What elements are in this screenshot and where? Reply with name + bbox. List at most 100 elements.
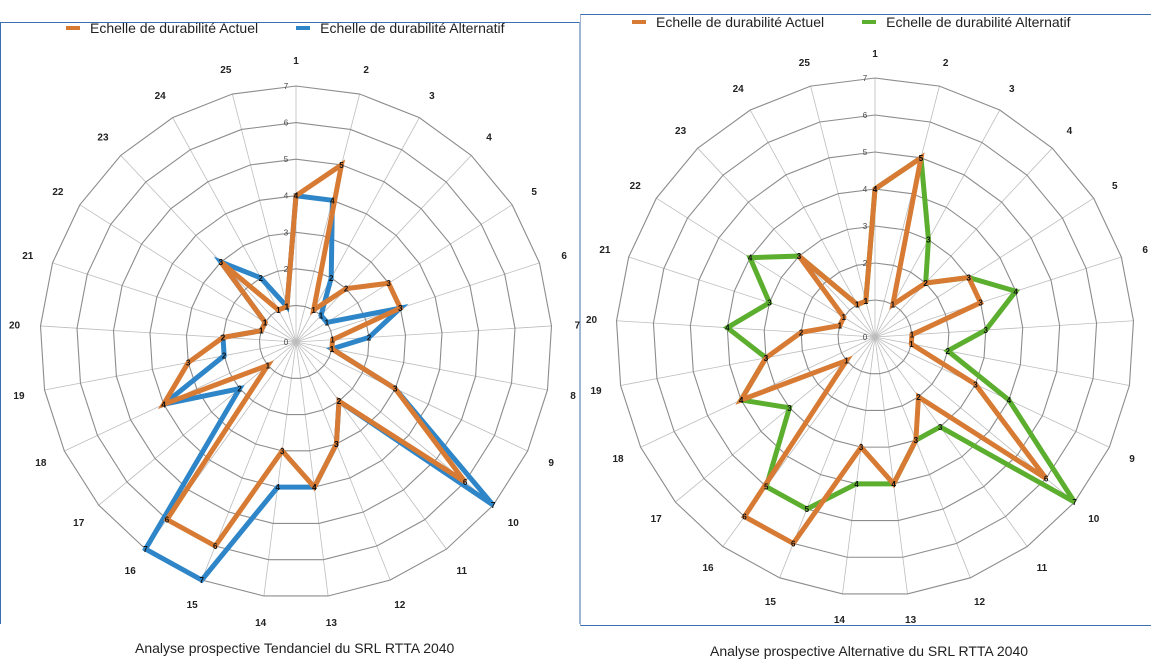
radar-axis-label: 25: [220, 65, 232, 76]
data-point-label: 3: [914, 436, 919, 445]
data-point-label: 1: [311, 306, 316, 315]
radar-tick-label: 7: [284, 82, 289, 91]
radar-axis-label: 7: [575, 320, 581, 331]
legend-label-actuel: Echelle de durabilité Actuel: [656, 14, 825, 30]
legend-item-alternatif: Echelle de durabilité Alternatif: [862, 14, 1071, 30]
radar-spoke: [263, 341, 297, 597]
chart-legend: Echelle de durabilité Actuel Echelle de …: [632, 14, 1071, 30]
radar-spoke: [874, 197, 1094, 338]
data-point-label: 7: [1072, 498, 1077, 507]
radar-axis-label: 12: [974, 597, 986, 608]
radar-axis-label: 17: [73, 518, 85, 529]
data-point-label: 6: [463, 478, 468, 487]
data-point-label: 5: [764, 483, 769, 492]
data-point-label: 2: [221, 333, 226, 342]
data-point-label: 2: [337, 397, 342, 406]
data-point-label: 7: [491, 501, 496, 510]
radar-spoke: [874, 336, 971, 578]
data-point-label: 3: [984, 326, 989, 335]
radar-spoke: [874, 256, 1122, 338]
legend-label-alternatif: Echelle de durabilité Alternatif: [886, 14, 1071, 30]
radar-axis-label: 9: [1129, 454, 1135, 465]
radar-gridline: [800, 262, 950, 411]
radar-axis-label: 16: [125, 566, 137, 577]
data-point-label: 2: [329, 274, 334, 283]
radar-spoke: [874, 147, 1053, 338]
radar-axis-label: 4: [1067, 126, 1073, 137]
data-point-label: 5: [339, 161, 344, 170]
data-point-label: 1: [259, 327, 264, 336]
data-point-label: 3: [334, 440, 339, 449]
data-point-label: 4: [312, 483, 317, 492]
data-point-label: 3: [797, 252, 802, 261]
data-point-label: 2: [945, 347, 950, 356]
radar-tick-label: 5: [284, 155, 289, 164]
data-point-label: 4: [294, 192, 299, 201]
radar-tick-label: 2: [284, 265, 289, 274]
data-point-label: 3: [186, 359, 191, 368]
radar-axis-label: 5: [1112, 181, 1118, 192]
data-point-label: 1: [325, 318, 330, 327]
data-point-label: 6: [742, 513, 747, 522]
radar-axis-label: 2: [943, 58, 949, 69]
data-point-label: 4: [873, 185, 878, 194]
radar-axis-label: 15: [187, 600, 199, 611]
legend-swatch-alternatif: [296, 26, 311, 30]
data-point-label: 3: [966, 274, 971, 283]
data-point-label: 3: [393, 385, 398, 394]
radar-chart-alternative: 0123456712345678910111213141516171819202…: [586, 49, 1148, 626]
data-point-label: 3: [398, 304, 403, 313]
radar-axis-label: 6: [1142, 245, 1148, 256]
radar-axis-label: 13: [326, 618, 338, 629]
radar-axis-label: 1: [872, 49, 878, 60]
legend-label-alternatif: Echelle de durabilité Alternatif: [320, 20, 505, 36]
data-point-label: 3: [393, 385, 398, 394]
radar-axis-label: 14: [834, 615, 846, 626]
data-point-label: 6: [1044, 475, 1049, 484]
data-point-label: 3: [334, 440, 339, 449]
data-point-label: 1: [909, 340, 914, 349]
radar-tick-label: 2: [863, 259, 868, 268]
data-point-label: 1: [864, 297, 869, 306]
radar-spoke: [295, 93, 361, 343]
chart-legend: Echelle de durabilité Actuel Echelle de …: [66, 20, 505, 36]
radar-tick-label: 5: [863, 148, 868, 157]
legend-item-actuel: Echelle de durabilité Actuel: [632, 14, 824, 30]
radar-axis-label: 19: [590, 386, 602, 397]
radar-axis-label: 14: [255, 618, 267, 629]
data-point-label: 1: [285, 303, 290, 312]
data-point-label: 4: [1014, 287, 1019, 296]
data-point-label: 3: [280, 447, 285, 456]
radar-axis-label: 18: [612, 454, 624, 465]
radar-axis-label: 11: [456, 566, 467, 577]
series-line: [722, 153, 1077, 512]
legend-swatch-actuel: [632, 20, 646, 24]
radar-axis-label: 25: [799, 58, 811, 69]
radar-tick-label: 0: [863, 333, 868, 342]
data-point-label: 2: [916, 393, 921, 402]
radar-gridline: [652, 114, 1098, 558]
radar-axis-label: 21: [22, 251, 34, 262]
data-point-label: 3: [859, 443, 864, 452]
data-point-label: 1: [891, 301, 896, 310]
radar-axis-label: 10: [508, 518, 520, 529]
data-point-label: 3: [764, 354, 769, 363]
radar-spoke: [295, 155, 472, 343]
data-point-label: 3: [398, 304, 403, 313]
radar-spoke: [295, 262, 540, 343]
radar-axis-label: 6: [561, 251, 567, 262]
data-point-label: 1: [838, 322, 843, 331]
radar-spoke: [295, 341, 528, 452]
data-point-label: 1: [910, 331, 915, 340]
data-point-label: 7: [143, 545, 148, 554]
data-point-label: 3: [973, 380, 978, 389]
data-point-label: 3: [914, 436, 919, 445]
legend-item-actuel: Echelle de durabilité Actuel: [66, 20, 258, 36]
data-point-label: 4: [873, 185, 878, 194]
radar-spoke: [697, 147, 876, 338]
data-point-label: 1: [330, 336, 335, 345]
radar-gridline: [222, 268, 370, 416]
data-point-label: 1: [855, 301, 860, 310]
chart-panel-tendanciel: Echelle de durabilité Actuel Echelle de …: [0, 20, 581, 656]
radar-spoke: [874, 336, 908, 595]
